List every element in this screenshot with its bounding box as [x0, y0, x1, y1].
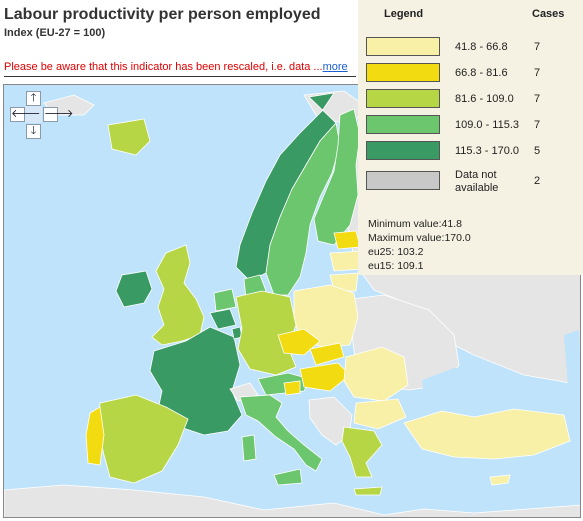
arrow-left-icon: 🡐 [11, 108, 41, 120]
legend-cases-4: 7 [534, 119, 541, 131]
page-title: Labour productivity per person employed [4, 6, 321, 23]
notice-text: Please be aware that this indicator has … [4, 61, 323, 73]
black-sea [422, 368, 514, 415]
country-turkey[interactable] [403, 408, 571, 460]
legend-class-2: 66.8 - 81.6 7 [366, 63, 578, 85]
legend-class-4: 109.0 - 115.3 7 [366, 115, 578, 137]
country-hungary[interactable] [299, 362, 351, 392]
pan-controls: 🡑 🡓 🡐 🡒 [8, 89, 74, 141]
legend-class-3: 81.6 - 109.0 7 [366, 89, 578, 111]
region-north-africa [4, 484, 580, 517]
legend-swatch-4 [366, 115, 440, 134]
caspian-sea [564, 330, 580, 405]
arrow-right-icon: 🡒 [44, 108, 74, 120]
country-sweden[interactable] [265, 122, 341, 296]
legend-swatch-1 [366, 37, 440, 56]
legend-range-1: 41.8 - 66.8 [455, 41, 508, 53]
country-netherlands[interactable] [213, 288, 237, 312]
island-sicily[interactable] [273, 468, 303, 486]
legend-no-data-line2: available [455, 182, 499, 194]
country-ireland-label-area [107, 118, 151, 156]
legend-cases-1: 7 [534, 41, 541, 53]
country-bulgaria[interactable] [353, 398, 407, 430]
legend-swatch-3 [366, 89, 440, 108]
legend-no-data-line1: Data not [455, 169, 497, 181]
country-portugal[interactable] [85, 406, 105, 466]
pan-right-button[interactable]: 🡒 [43, 107, 74, 122]
legend-range-2: 66.8 - 81.6 [455, 67, 508, 79]
legend-stats: Minimum value:41.8 Maximum value:170.0 e… [368, 217, 471, 273]
country-ireland[interactable] [115, 270, 153, 308]
country-germany[interactable] [235, 290, 297, 376]
page-subtitle: Index (EU-27 = 100) [4, 27, 106, 39]
country-cyprus[interactable] [489, 474, 511, 486]
country-belgium[interactable] [209, 308, 237, 330]
legend-no-data-label: Data not available [455, 169, 498, 195]
more-link[interactable]: more [322, 61, 348, 73]
legend-title: Legend [384, 8, 424, 20]
legend-cases-header: Cases [532, 8, 565, 20]
stat-eu25: eu25: 103.2 [368, 246, 424, 258]
legend-class-no-data: Data not available 2 [366, 169, 578, 195]
legend-range-4: 109.0 - 115.3 [455, 119, 520, 131]
stat-minimum: Minimum value:41.8 [368, 218, 462, 230]
legend-swatch-no-data [366, 171, 440, 190]
legend-cases-3: 7 [534, 93, 541, 105]
stat-eu15: eu15: 109.1 [368, 260, 424, 272]
country-estonia[interactable] [333, 230, 361, 250]
legend-swatch-2 [366, 63, 440, 82]
legend-swatch-5 [366, 141, 440, 160]
pan-center [25, 106, 42, 123]
legend-range-5: 115.3 - 170.0 [455, 145, 520, 157]
legend-cases-5: 5 [534, 145, 541, 157]
country-united-kingdom[interactable] [151, 244, 205, 346]
legend-cases-no-data: 2 [534, 175, 541, 187]
country-italy[interactable] [239, 394, 323, 472]
pan-up-button[interactable]: 🡑 [26, 91, 41, 106]
arrow-down-icon: 🡓 [30, 125, 37, 137]
stat-maximum: Maximum value:170.0 [368, 232, 471, 244]
header-divider [4, 76, 356, 77]
legend-range-3: 81.6 - 109.0 [455, 93, 514, 105]
legend-cases-2: 7 [534, 67, 541, 79]
island-crete[interactable] [353, 486, 383, 496]
country-slovenia[interactable] [283, 380, 301, 396]
legend-panel: Legend Cases 41.8 - 66.8 7 66.8 - 81.6 7… [358, 0, 583, 275]
pan-down-button[interactable]: 🡓 [26, 124, 41, 139]
island-sardinia[interactable] [241, 434, 257, 462]
country-slovakia[interactable] [309, 342, 345, 366]
country-poland[interactable] [293, 284, 359, 348]
country-france[interactable] [149, 326, 243, 436]
country-romania[interactable] [343, 346, 409, 402]
pan-left-button[interactable]: 🡐 [10, 107, 41, 122]
arrow-up-icon: 🡑 [30, 92, 37, 104]
rescale-notice: Please be aware that this indicator has … [4, 61, 348, 73]
legend-class-5: 115.3 - 170.0 5 [366, 141, 578, 163]
country-greece[interactable] [341, 426, 383, 478]
legend-class-1: 41.8 - 66.8 7 [366, 37, 578, 59]
country-czechia[interactable] [277, 328, 321, 356]
